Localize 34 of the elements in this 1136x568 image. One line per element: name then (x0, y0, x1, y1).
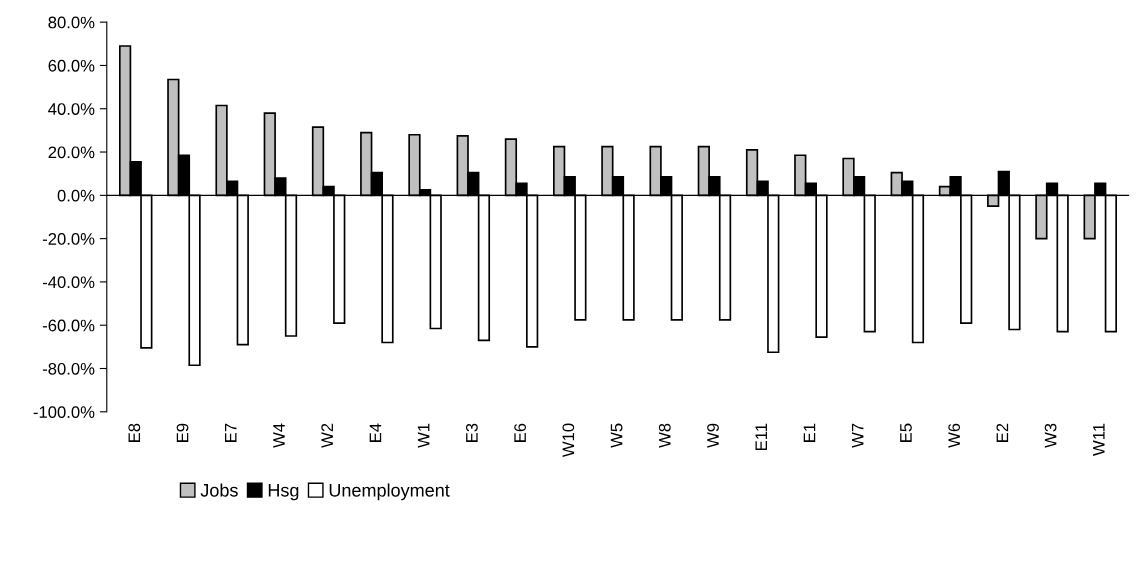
x-tick-label: W11 (1093, 423, 1105, 456)
y-tick-label: 60.0% (48, 59, 95, 72)
x-tick-label: E9 (176, 423, 189, 442)
y-tick-label: -80.0% (42, 362, 95, 375)
x-tick-label: W5 (610, 423, 623, 448)
y-tick-label: -60.0% (42, 319, 95, 332)
y-tick-label: -100.0% (33, 406, 95, 418)
x-tick-label: W7 (851, 423, 864, 448)
x-tick-label: E5 (900, 423, 912, 442)
x-tick-label: W2 (321, 423, 333, 448)
x-tick-label: E1 (803, 423, 816, 442)
x-tick-label: E3 (465, 423, 478, 442)
x-tick-label: W6 (948, 423, 961, 448)
legend-label: Hsg (268, 484, 299, 501)
x-tick-label: W1 (417, 423, 430, 448)
x-tick-label: E2 (996, 423, 1009, 442)
x-tick-label: E11 (755, 423, 767, 450)
x-tick-label: E4 (369, 423, 382, 442)
x-tick-label: E7 (225, 423, 237, 442)
legend-label: Unemployment (329, 483, 450, 501)
x-tick-label: W3 (1044, 423, 1057, 448)
y-tick-label: 80.0% (48, 16, 95, 29)
legend-label: Jobs (200, 483, 238, 497)
y-tick-label: -20.0% (42, 233, 95, 245)
y-tick-label: -40.0% (42, 276, 95, 289)
x-tick-label: W10 (562, 423, 575, 458)
y-tick-label: 20.0% (48, 146, 95, 159)
x-tick-label: E6 (514, 423, 527, 442)
x-tick-label: E8 (128, 423, 141, 442)
x-tick-label: W4 (273, 423, 285, 448)
y-tick-label: 0.0% (57, 189, 95, 202)
x-tick-label: W9 (707, 423, 719, 448)
x-tick-label: W8 (658, 423, 671, 448)
y-tick-label: 40.0% (48, 103, 95, 115)
